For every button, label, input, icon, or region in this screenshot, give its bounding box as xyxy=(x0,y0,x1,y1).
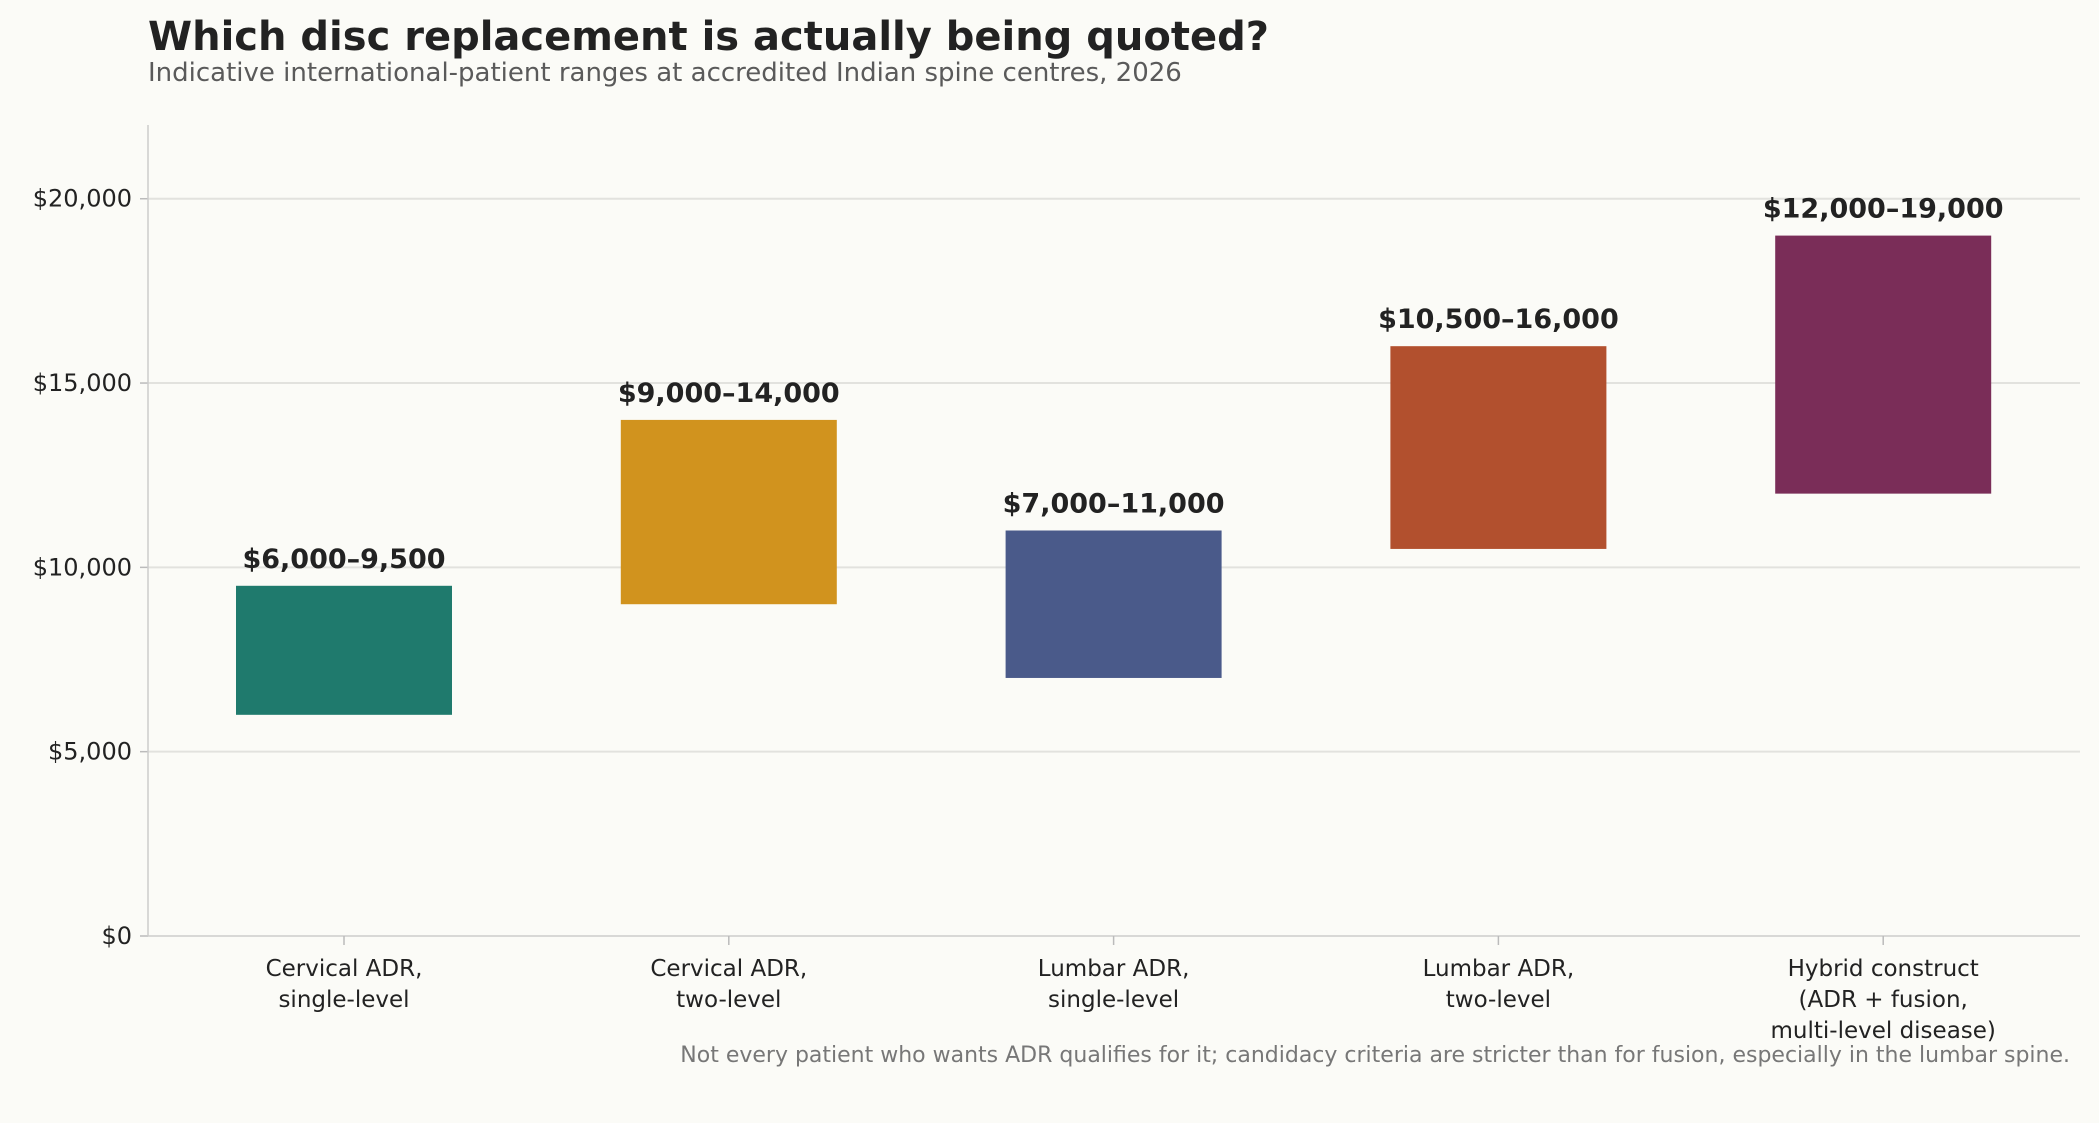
range-bar xyxy=(236,585,452,715)
range-bar xyxy=(620,419,837,605)
category-label: Hybrid construct (ADR + fusion, multi-leve… xyxy=(1770,956,1995,1044)
category-label-line: (ADR + fusion, xyxy=(1799,987,1968,1013)
category-label-line: two-level xyxy=(676,987,781,1013)
y-tick-label: $20,000 xyxy=(33,185,132,213)
chart-subtitle: Indicative international-patient ranges … xyxy=(148,58,1182,88)
data-label: $10,500–16,000 xyxy=(1378,304,1619,335)
category-label: Lumbar ADR, two-level xyxy=(1423,956,1575,1013)
category-label: Cervical ADR, two-level xyxy=(650,956,807,1013)
footnote: Not every patient who wants ADR qualifie… xyxy=(680,1043,2070,1068)
category-label-line: two-level xyxy=(1446,987,1551,1013)
data-label: $6,000–9,500 xyxy=(242,544,445,575)
category-label-line: Cervical ADR, xyxy=(650,956,807,982)
range-bar xyxy=(1390,346,1607,549)
category-label-line: Lumbar ADR, xyxy=(1423,956,1575,982)
axes: $0 $5,000 $10,000 $15,000 $20,000 xyxy=(33,125,2080,950)
y-tick-label: $0 xyxy=(101,922,132,950)
category-label-line: multi-level disease) xyxy=(1770,1018,1995,1044)
category-label: Lumbar ADR, single-level xyxy=(1038,956,1190,1013)
y-tick-label: $10,000 xyxy=(33,553,132,581)
y-tick-label: $15,000 xyxy=(33,369,132,397)
data-label: $9,000–14,000 xyxy=(618,378,840,409)
range-bar xyxy=(1005,530,1222,678)
category-label-line: Cervical ADR, xyxy=(266,956,423,982)
category-label: Cervical ADR, single-level xyxy=(266,956,423,1013)
category-label-line: single-level xyxy=(278,987,409,1013)
data-label: $7,000–11,000 xyxy=(1003,489,1225,520)
bars xyxy=(236,235,1992,715)
category-label-line: Lumbar ADR, xyxy=(1038,956,1190,982)
range-bar xyxy=(1775,235,1992,494)
y-tick-label: $5,000 xyxy=(48,738,132,766)
data-label: $12,000–19,000 xyxy=(1763,194,2004,225)
labels: $6,000–9,500 Cervical ADR, single-level $9,… xyxy=(242,194,2003,1044)
gridlines xyxy=(148,197,2080,753)
chart-title: Which disc replacement is actually being… xyxy=(148,14,1269,60)
category-label-line: Hybrid construct xyxy=(1788,956,1979,982)
category-label-line: single-level xyxy=(1048,987,1179,1013)
